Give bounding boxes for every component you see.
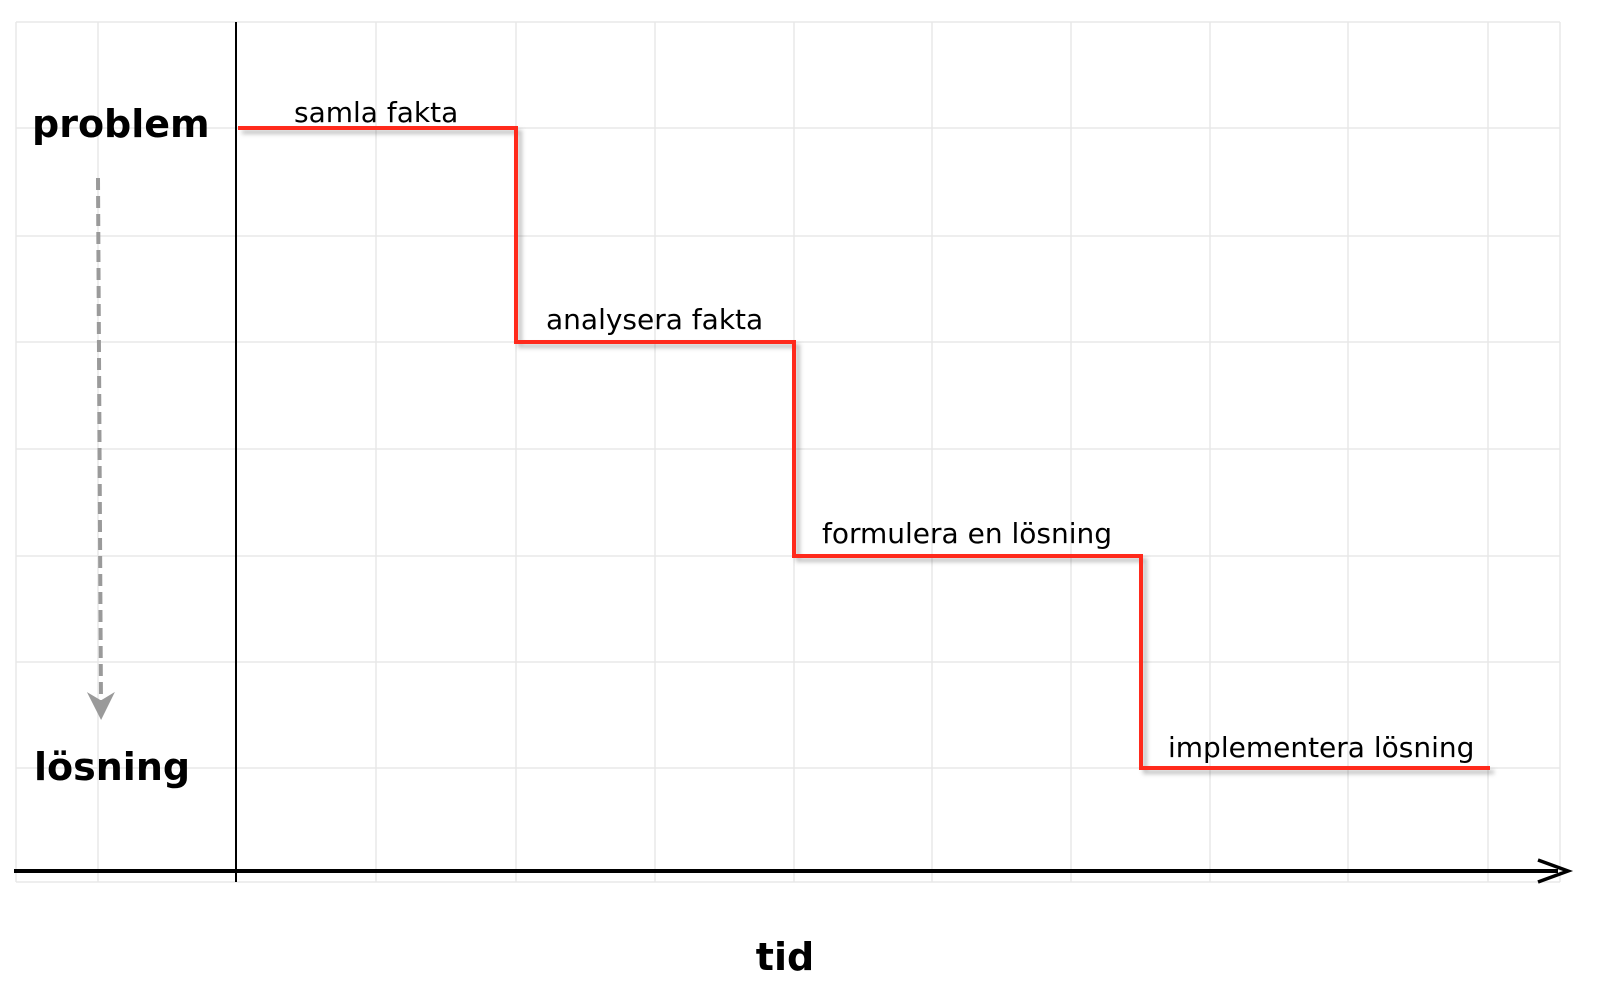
step-label-4: implementera lösning bbox=[1168, 731, 1474, 764]
step-label-3: formulera en lösning bbox=[822, 517, 1112, 550]
progress-arrow-icon bbox=[86, 177, 115, 720]
y-axis-top-label: problem bbox=[32, 102, 210, 146]
step-label-1: samla fakta bbox=[294, 96, 458, 129]
step-label-2: analysera fakta bbox=[546, 303, 763, 336]
step-line bbox=[238, 126, 1490, 770]
y-axis-bottom-label: lösning bbox=[34, 745, 190, 789]
x-axis-label: tid bbox=[756, 935, 814, 979]
x-axis-arrowhead-icon bbox=[1537, 858, 1574, 884]
